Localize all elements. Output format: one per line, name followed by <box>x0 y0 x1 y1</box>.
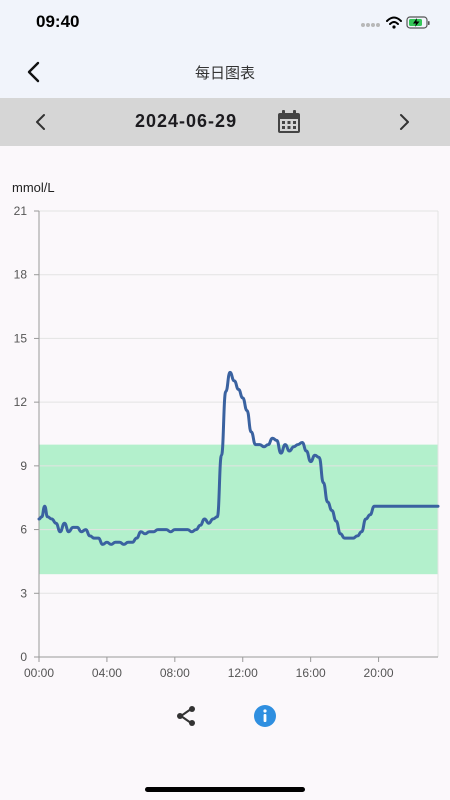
share-icon[interactable] <box>174 704 198 728</box>
chevron-left-icon <box>27 61 40 83</box>
signal-dots-icon <box>361 23 380 27</box>
y-tick-label: 0 <box>20 650 27 664</box>
y-tick-label: 21 <box>14 204 28 218</box>
status-time: 09:40 <box>36 12 80 31</box>
y-axis-unit-label: mmol/L <box>12 180 55 195</box>
date-navigation: 2024-06-29 <box>0 98 450 146</box>
y-tick-label: 12 <box>14 395 28 409</box>
x-tick-label: 20:00 <box>364 666 394 680</box>
glucose-line-chart: 0 3 6 9 12 15 18 21 00:00 04:00 08:00 12:00 16:00 20:… <box>14 204 440 680</box>
wifi-icon <box>386 16 402 29</box>
y-tick-label: 9 <box>20 459 27 473</box>
battery-charging-icon <box>406 16 430 29</box>
chart-actions <box>0 700 450 732</box>
current-date: 2024-06-29 <box>135 111 238 131</box>
y-tick-label: 15 <box>14 331 28 345</box>
status-bar: 09:40 <box>0 0 450 46</box>
home-indicator <box>145 787 305 792</box>
glucose-series-line <box>37 370 440 546</box>
next-day-button[interactable] <box>390 108 418 136</box>
x-tick-label: 08:00 <box>160 666 190 680</box>
page-title: 每日图表 <box>194 64 255 82</box>
x-tick-label: 04:00 <box>92 666 122 680</box>
back-button[interactable] <box>18 56 50 88</box>
calendar-icon[interactable] <box>276 109 302 135</box>
x-tick-label: 12:00 <box>228 666 258 680</box>
chevron-left-icon <box>36 114 45 130</box>
target-range-band <box>39 444 438 575</box>
chevron-right-icon <box>400 114 409 130</box>
x-tick-label: 00:00 <box>24 666 54 680</box>
y-tick-label: 6 <box>20 523 27 537</box>
x-tick-label: 16:00 <box>296 666 326 680</box>
y-tick-label: 3 <box>20 586 27 600</box>
status-icons <box>361 16 430 29</box>
info-icon[interactable] <box>253 704 277 728</box>
previous-day-button[interactable] <box>27 108 55 136</box>
app-bar: 每日图表 <box>0 46 450 98</box>
y-tick-label: 18 <box>14 268 28 282</box>
